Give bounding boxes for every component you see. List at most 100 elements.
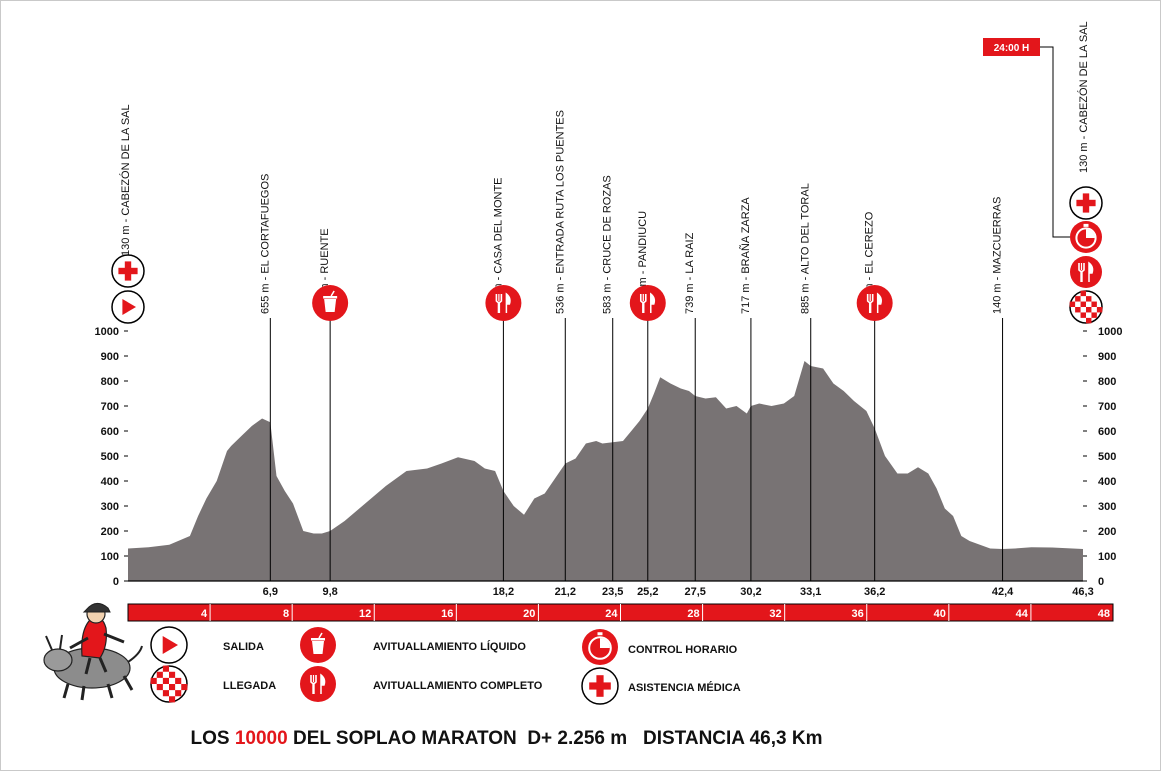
y-tick-label-right: 300 <box>1098 501 1116 513</box>
watch-crown <box>597 632 603 636</box>
x-tick-label: 30,2 <box>740 586 761 598</box>
time-limit-badge <box>983 38 1040 56</box>
x-tick-label: 18,2 <box>493 586 514 598</box>
checker-cell <box>1096 307 1103 313</box>
y-tick-label-left: 500 <box>101 451 119 463</box>
y-tick-label-left: 600 <box>101 426 119 438</box>
km-bar-label: 12 <box>359 608 371 620</box>
waypoint: 739 m - LA RAIZ 27,5 <box>684 232 706 598</box>
time-control-icon <box>582 629 618 665</box>
cup-body <box>312 641 324 654</box>
icon-disc <box>629 285 666 321</box>
checker-cell <box>1080 312 1086 318</box>
checker-cell <box>175 677 182 684</box>
medical-icon <box>111 254 145 288</box>
y-tick-label-right: 100 <box>1098 551 1116 563</box>
cross-vertical <box>1082 193 1090 213</box>
waypoint-label: 739 m - LA RAIZ <box>684 232 696 314</box>
checker-cell <box>150 677 157 684</box>
legend-item: AVITUALLAMIENTO COMPLETO <box>373 680 543 692</box>
knife <box>876 292 882 313</box>
y-tick-label-left: 300 <box>101 501 119 513</box>
checker-cell <box>1075 307 1081 313</box>
checker-cell <box>1086 307 1092 313</box>
checker-cell <box>175 690 182 697</box>
legend-label: SALIDA <box>223 641 264 653</box>
checker-cell <box>1086 296 1092 302</box>
y-tick-label-left: 400 <box>101 476 119 488</box>
x-tick-label: 23,5 <box>602 586 623 598</box>
legend-item: AVITUALLAMIENTO LÍQUIDO <box>373 640 526 653</box>
legend-label: CONTROL HORARIO <box>628 644 738 656</box>
checker-cell <box>156 684 163 691</box>
title-prefix: LOS <box>190 728 235 749</box>
y-tick-label-right: 900 <box>1098 351 1116 363</box>
full-aid-icon <box>1070 256 1102 288</box>
y-tick-label-left: 900 <box>101 351 119 363</box>
checker-cell <box>162 677 169 684</box>
waypoint-label: 130 m - CABEZÓN DE LA SAL <box>1077 21 1090 173</box>
waypoint: 655 m - EL CORTAFUEGOS 6,9 <box>259 174 278 598</box>
finish-icon <box>150 665 188 703</box>
legend-label: LLEGADA <box>223 680 276 692</box>
y-tick-label-left: 700 <box>101 401 119 413</box>
km-bar-label: 28 <box>687 608 699 620</box>
title-suffix: DEL SOPLAO MARATON D+ 2.256 m DISTANCIA … <box>287 728 823 749</box>
full-aid-icon <box>300 666 336 702</box>
knife <box>650 292 656 313</box>
waypoint-label: 130 m - CABEZÓN DE LA SAL <box>119 104 132 256</box>
checker-cell <box>181 684 188 691</box>
checker-cell <box>169 671 176 678</box>
time-limit-text: 24:00 H <box>994 43 1030 54</box>
x-tick-label: 46,3 <box>1072 586 1093 598</box>
mascot-animal-legs <box>62 675 134 701</box>
knife <box>320 673 326 694</box>
knife <box>505 292 511 313</box>
x-tick-label: 25,2 <box>637 586 658 598</box>
icon-disc <box>300 666 336 702</box>
cup-straw <box>318 632 323 639</box>
cup-lid <box>311 638 325 641</box>
x-tick-label: 9,8 <box>322 586 337 598</box>
watch-crown <box>1083 223 1089 227</box>
y-tick-label-right: 200 <box>1098 526 1116 538</box>
checker-cell <box>1086 317 1092 324</box>
waypoint-label: 140 m - MAZCUERRAS <box>992 197 1004 314</box>
watch-wedge <box>600 638 610 648</box>
legend-item: ASISTENCIA MÉDICA <box>628 681 741 694</box>
km-bar-label: 20 <box>523 608 535 620</box>
time-control-icon <box>1070 221 1102 253</box>
legend-label: AVITUALLAMIENTO COMPLETO <box>373 680 543 692</box>
watch-face <box>588 636 612 660</box>
mascot-animal-head <box>43 648 73 672</box>
full-aid-icon <box>485 285 522 321</box>
mascot-rider-legs <box>84 657 108 675</box>
km-bar-label: 4 <box>201 608 208 620</box>
full-aid-icon <box>856 285 893 321</box>
y-tick-label-left: 800 <box>101 376 119 388</box>
x-tick-label: 27,5 <box>685 586 706 598</box>
checker-cell <box>1080 301 1086 307</box>
y-tick-label-right: 0 <box>1098 576 1104 588</box>
legend-label: AVITUALLAMIENTO LÍQUIDO <box>373 640 526 653</box>
x-tick-label: 6,9 <box>263 586 278 598</box>
waypoint: 536 m - ENTRADA RUTA LOS PUENTES 21,2 <box>554 110 576 598</box>
icon-disc <box>485 285 522 321</box>
km-bar-label: 48 <box>1098 608 1110 620</box>
waypoint: 140 m - MAZCUERRAS 42,4 <box>992 197 1015 598</box>
y-tick-label-right: 400 <box>1098 476 1116 488</box>
waypoint-label: 268 m - CASA DEL MONTE <box>492 177 504 314</box>
km-bar-label: 40 <box>934 608 946 620</box>
mascot-rider-arms <box>69 632 125 650</box>
icon-disc <box>856 285 893 321</box>
start-icon <box>111 290 145 324</box>
km-bar-label: 24 <box>605 608 618 620</box>
waypoint: 583 m - CRUCE DE ROZAS 23,5 <box>602 175 624 598</box>
y-tick-label-right: 1000 <box>1098 326 1122 338</box>
km-bar-label: 8 <box>283 608 289 620</box>
cup-straw <box>330 290 335 297</box>
waypoint: 717 m - BRAÑA ZARZA 30,2 <box>739 197 762 598</box>
checker-cell <box>1091 312 1097 318</box>
